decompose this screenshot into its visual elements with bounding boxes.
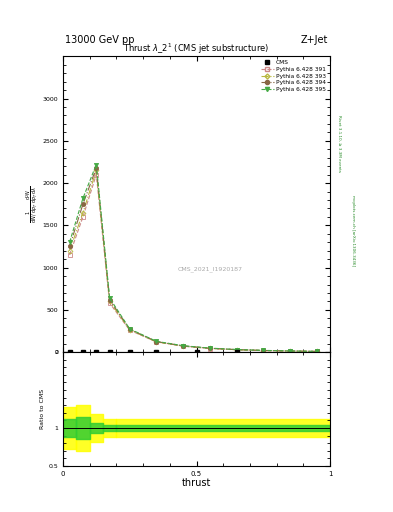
Text: 13000 GeV pp: 13000 GeV pp [65,34,134,45]
X-axis label: thrust: thrust [182,478,211,488]
Title: Thrust $\lambda\_2^1$ (CMS jet substructure): Thrust $\lambda\_2^1$ (CMS jet substruct… [123,42,270,56]
Legend: CMS, Pythia 6.428 391, Pythia 6.428 393, Pythia 6.428 394, Pythia 6.428 395: CMS, Pythia 6.428 391, Pythia 6.428 393,… [260,59,327,93]
Y-axis label: $\frac{1}{\mathrm{d}N\,/\,\mathrm{d}p_T}$$\,\frac{\mathrm{d}^2N}{\mathrm{d}p_T\,: $\frac{1}{\mathrm{d}N\,/\,\mathrm{d}p_T}… [25,185,41,223]
Text: Z+Jet: Z+Jet [301,34,328,45]
Y-axis label: Ratio to CMS: Ratio to CMS [40,389,46,429]
Text: Rivet 3.1.10, ≥ 3.3M events: Rivet 3.1.10, ≥ 3.3M events [337,115,341,172]
Text: CMS_2021_I1920187: CMS_2021_I1920187 [177,266,242,272]
Text: mcplots.cern.ch [arXiv:1306.3436]: mcplots.cern.ch [arXiv:1306.3436] [351,195,354,266]
